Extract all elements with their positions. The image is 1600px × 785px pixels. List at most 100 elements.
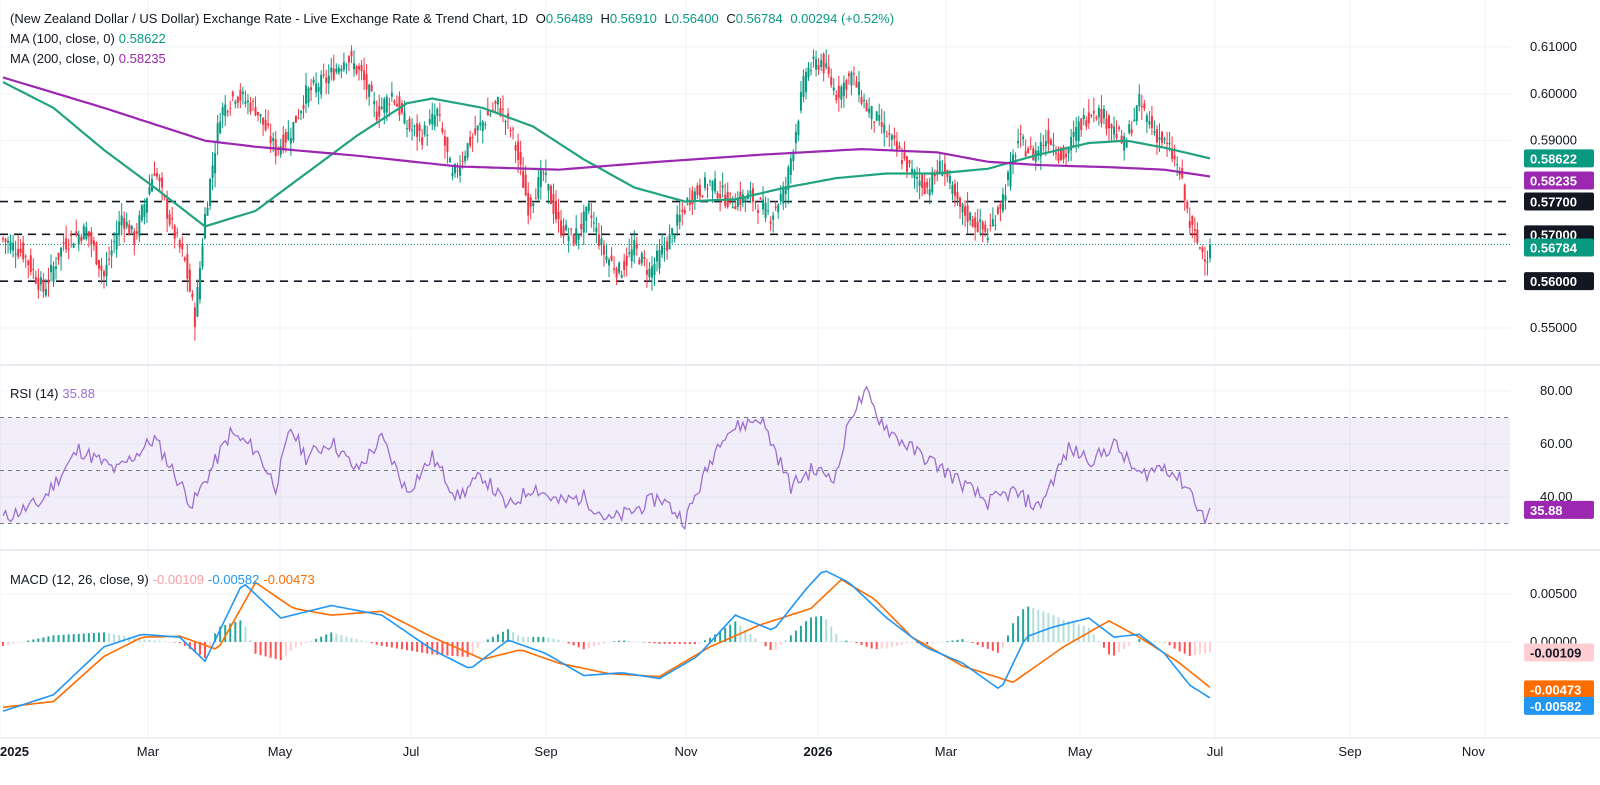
candle-body xyxy=(1201,247,1204,252)
time-tick-label: Mar xyxy=(137,744,160,759)
candle-body xyxy=(383,98,386,113)
legend-rsi[interactable]: RSI (14) 35.88 xyxy=(10,386,99,402)
ma200-value: 0.58235 xyxy=(118,51,166,66)
candle-body xyxy=(1145,115,1148,122)
legend-ma200[interactable]: MA (200, close, 0) 0.58235 xyxy=(10,51,170,67)
candle-body xyxy=(1148,121,1151,125)
macd-histogram-bar xyxy=(456,642,459,657)
candle-body xyxy=(196,286,199,317)
candle-body xyxy=(671,228,674,235)
candle-body xyxy=(1044,141,1047,147)
rsi-tick-label: 80.00 xyxy=(1540,383,1573,398)
candle-body xyxy=(1166,142,1169,144)
candle-body xyxy=(1150,115,1153,129)
candle-body xyxy=(858,82,861,95)
macd-histogram-bar xyxy=(678,642,681,645)
candle-body xyxy=(779,193,782,202)
macd-histogram-bar xyxy=(87,633,90,642)
candle-body xyxy=(264,119,267,131)
candle-body xyxy=(92,240,95,246)
macd-histogram-bar xyxy=(532,636,535,642)
macd-value-tag: -0.00582 xyxy=(1530,699,1581,714)
candle-body xyxy=(895,141,898,150)
macd-histogram-bar xyxy=(118,635,121,642)
macd-histogram-bar xyxy=(512,632,515,642)
candle-body xyxy=(825,63,828,68)
candle-body xyxy=(398,96,401,116)
macd-histogram-bar xyxy=(628,641,631,642)
macd-histogram-bar xyxy=(845,640,848,642)
macd-histogram-bar xyxy=(936,642,939,643)
candle-body xyxy=(1196,229,1199,243)
macd-signal-tag: -0.00473 xyxy=(1530,682,1581,697)
price-panel xyxy=(0,45,1510,341)
macd-histogram-bar xyxy=(1173,642,1176,649)
candle-body xyxy=(236,97,239,103)
candle-body xyxy=(597,234,600,246)
macd-histogram-bar xyxy=(1209,642,1211,653)
candle-body xyxy=(178,240,181,248)
time-tick-label: Nov xyxy=(674,744,698,759)
candle-body xyxy=(991,219,994,226)
legend-ma100[interactable]: MA (100, close, 0) 0.58622 xyxy=(10,31,170,47)
macd-histogram-bar xyxy=(1178,642,1181,652)
candle-body xyxy=(709,180,712,182)
candle-body xyxy=(529,197,532,207)
candle-body xyxy=(830,76,833,86)
candle-body xyxy=(668,234,671,250)
candle-body xyxy=(943,163,946,174)
candle-body xyxy=(37,278,40,290)
candle-body xyxy=(956,192,959,200)
macd-histogram-bar xyxy=(547,637,550,642)
candle-body xyxy=(501,108,504,110)
macd-histogram-bar xyxy=(42,637,45,642)
candle-body xyxy=(1102,108,1105,119)
candle-body xyxy=(1017,140,1020,144)
candle-body xyxy=(186,254,189,279)
macd-histogram-bar xyxy=(501,631,504,642)
candle-body xyxy=(231,91,234,97)
macd-histogram-bar xyxy=(703,640,706,642)
macd-histogram-bar xyxy=(1001,642,1004,648)
macd-histogram-bar xyxy=(254,642,257,654)
macd-histogram-bar xyxy=(1168,642,1171,646)
candle-body xyxy=(1158,137,1161,140)
candle-body xyxy=(741,194,744,203)
rsi-value-tag-bg xyxy=(1524,500,1594,519)
macd-histogram-bar xyxy=(17,642,20,643)
macd-histogram-bar xyxy=(991,642,994,651)
candle-body xyxy=(908,160,911,164)
candle-body xyxy=(476,125,479,131)
candle-body xyxy=(777,204,780,213)
candle-body xyxy=(292,122,295,141)
legend-macd[interactable]: MACD (12, 26, close, 9) -0.00109 -0.00582-… xyxy=(10,572,319,588)
candle-body xyxy=(312,79,315,83)
candle-body xyxy=(211,165,214,179)
candle-body xyxy=(736,198,739,207)
time-axis[interactable]: 2025 Mar May Jul Sep Nov 2026 Mar May Jul Sep Nov xyxy=(0,744,1485,759)
candle-body xyxy=(322,74,325,76)
candle-body xyxy=(625,255,628,266)
time-tick-label: Mar xyxy=(935,744,958,759)
open-value: 0.56489 xyxy=(545,11,593,26)
candle-body xyxy=(996,207,999,214)
macd-histogram-bar xyxy=(850,641,853,642)
candle-body xyxy=(1065,153,1068,158)
candle-body xyxy=(519,152,522,165)
macd-histogram-bar xyxy=(623,640,626,642)
candle-body xyxy=(678,215,681,222)
candle-body xyxy=(875,111,878,121)
candle-body xyxy=(938,160,941,173)
macd-histogram-bar xyxy=(209,642,212,646)
candle-body xyxy=(792,151,795,162)
time-tick-label: May xyxy=(1068,744,1093,759)
candle-body xyxy=(1014,155,1017,157)
candle-body xyxy=(840,86,843,100)
macd-panel xyxy=(2,570,1211,712)
macd-histogram-bar xyxy=(946,641,949,642)
candle-body xyxy=(969,212,972,221)
price-axis[interactable]: 0.61000 0.60000 0.59000 0.55000 80.00 60.00 40… xyxy=(1524,39,1594,715)
candle-body xyxy=(284,132,287,143)
macd-histogram-bar xyxy=(709,637,712,642)
